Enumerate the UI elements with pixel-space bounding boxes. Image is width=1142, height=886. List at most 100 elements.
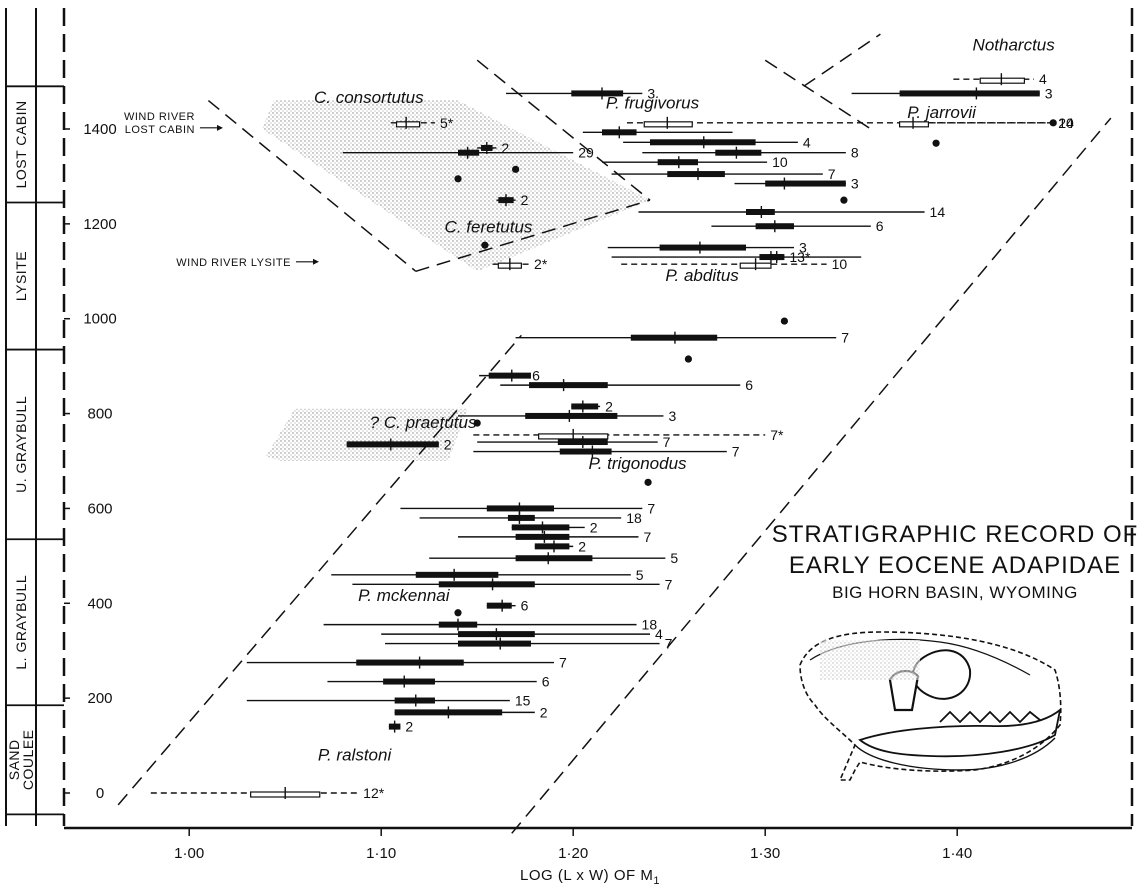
stage-label-line: L. GRAYBULL [13, 575, 29, 670]
guide-line [476, 59, 651, 201]
sample-bar [611, 251, 862, 264]
sample-count-label: 4 [803, 134, 811, 150]
stage-label-line: SAND [6, 739, 22, 780]
sample-count-label: 7 [828, 166, 836, 182]
sample-count-label: 2* [534, 256, 548, 272]
sample-bar: 7 [515, 330, 849, 346]
sample-count-label: 6 [521, 598, 529, 614]
stage-label: LYSITE [13, 251, 29, 301]
x-axis-label-text: LOG (L x W) OF M [520, 867, 653, 884]
sample-ci-box [898, 121, 929, 128]
sample-ci-bar [667, 171, 725, 178]
x-tick-label: 1·00 [174, 845, 204, 862]
single-specimen-point [644, 478, 652, 486]
x-tick-label: 1·20 [558, 845, 588, 862]
species-label: C. consortutus [314, 88, 424, 107]
single-specimen-point [454, 175, 462, 183]
wind-river-note-arrowhead [216, 124, 223, 131]
x-axis-label: LOG (L x W) OF M1 [520, 867, 660, 886]
sample-bar: 2 [394, 704, 548, 720]
wind-river-note-text: WIND RIVER LYSITE [176, 257, 291, 269]
guide-line [117, 334, 522, 806]
sample-bar: 7 [246, 655, 567, 671]
sample-count-label: 12* [363, 785, 385, 801]
sample-bar: 4 [381, 626, 663, 642]
sample-ci-bar [394, 697, 435, 704]
sample-count-label: 6 [532, 368, 540, 384]
wind-river-note-line: WIND RIVER [124, 111, 195, 123]
sample-count-label: 2 [540, 704, 548, 720]
y-tick-label: 200 [87, 690, 112, 707]
stage-column: SANDCOULEE L. GRAYBULL U. GRAYBULL LYSITE LO… [6, 85, 64, 816]
y-tick-label: 800 [87, 406, 112, 423]
sample-bar: 2 [511, 519, 598, 535]
single-specimen-point [454, 609, 462, 617]
sample-ci-bar [458, 149, 480, 156]
sample-ci-bar [650, 139, 756, 146]
sample-bar: 7 [458, 529, 651, 545]
sample-bar: 18 [323, 617, 657, 633]
sample-ci-bar [458, 640, 531, 647]
single-specimen-point [780, 317, 789, 325]
sample-ci-bar [486, 602, 512, 609]
sample-count-label: 20 [1058, 115, 1074, 131]
sample-count-label: 7 [665, 636, 673, 652]
sample-count-label: 3 [799, 240, 807, 256]
stage-label-line: U. GRAYBULL [13, 396, 29, 493]
chart-subtitle: BIG HORN BASIN, WYOMING [832, 583, 1078, 602]
sample-bar: 10 [621, 256, 847, 272]
sample-bar: 5* [390, 115, 454, 131]
sample-bar: 2 [534, 538, 586, 554]
guide-line [764, 59, 872, 130]
sample-count-label: 2 [501, 140, 509, 156]
sample-ci-bar [657, 159, 698, 166]
wind-river-note: WIND RIVER LOST CABIN [124, 111, 223, 136]
sample-count-label: 6 [542, 674, 550, 690]
sample-ci-bar [511, 524, 570, 531]
sample-count-label: 2 [605, 398, 613, 414]
sample-ci-bar [525, 412, 618, 419]
sample-ci-bar [559, 448, 612, 455]
wind-river-note-line: LOST CABIN [125, 124, 195, 136]
sample-ci-box [643, 121, 693, 128]
guide-lines [117, 33, 1112, 834]
stipple-region [266, 408, 468, 461]
stage-label: U. GRAYBULL [13, 396, 29, 493]
sample-count-label: 6 [745, 377, 753, 393]
species-label: ? C. praetutus [370, 413, 477, 432]
wind-river-notes: WIND RIVER LOST CABIN WIND RIVER LYSITE [124, 111, 319, 269]
sample-bar: 7 [611, 166, 836, 182]
sample-ci-bar [659, 244, 746, 251]
x-tick-label: 1·30 [750, 845, 780, 862]
chart-title-line-1: STRATIGRAPHIC RECORD OF [772, 521, 1139, 548]
sample-count-label: 2 [444, 436, 452, 452]
sample-ci-bar [515, 533, 570, 540]
sample-bar: 7 [352, 576, 673, 592]
sample-ci-bar [571, 403, 599, 410]
sample-bar: 6 [327, 674, 550, 690]
species-label: Notharctus [973, 36, 1056, 55]
sample-bar: 3 [734, 176, 859, 192]
x-tick-label: 1·10 [366, 845, 396, 862]
sample-bar: 3 [607, 240, 807, 256]
sample-count-label: 5 [670, 550, 678, 566]
chart-frame [5, 8, 1134, 830]
species-label: P. abditus [665, 266, 739, 285]
sample-count-label: 3 [668, 408, 676, 424]
sample-count-label: 7 [663, 434, 671, 450]
stage-label: L. GRAYBULL [13, 575, 29, 670]
sample-count-label: 3 [1045, 85, 1053, 101]
species-label: C. feretutus [445, 217, 533, 236]
sample-count-label: 5* [440, 115, 454, 131]
sample-ci-bar [507, 514, 535, 521]
sample-count-label: 14 [1058, 115, 1074, 131]
sample-ci-bar [899, 90, 1040, 97]
sample-bar: 14 [626, 115, 1074, 131]
y-tick-label: 1200 [83, 216, 116, 233]
sample-count-label: 2 [405, 719, 413, 735]
sample-bar: 7 [400, 500, 655, 516]
sample-ci-bar [486, 505, 554, 512]
x-tick-label: 1·40 [942, 845, 972, 862]
sample-bar: 29 [342, 145, 594, 161]
